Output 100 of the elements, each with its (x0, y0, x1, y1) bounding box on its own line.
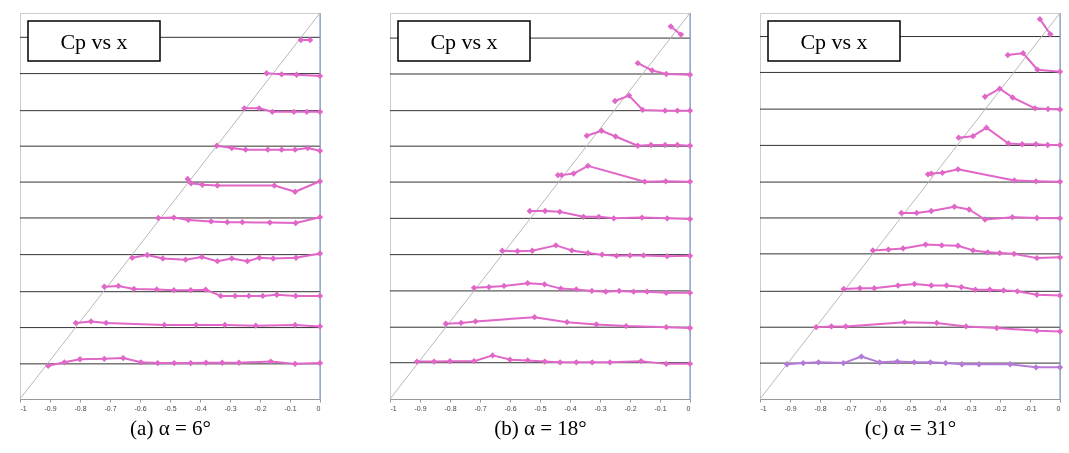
point (278, 71, 285, 78)
point (101, 355, 108, 363)
point (842, 323, 849, 330)
point (556, 359, 564, 366)
point (235, 359, 243, 366)
point (144, 251, 151, 259)
point (198, 253, 205, 261)
point (1005, 140, 1012, 147)
point (933, 319, 940, 327)
point (1034, 66, 1041, 73)
point (219, 359, 226, 366)
point (634, 60, 641, 67)
point (72, 319, 79, 327)
point (213, 142, 220, 149)
point (643, 288, 651, 295)
point (674, 107, 681, 114)
x-axis-title: (b) α = 18° (494, 415, 587, 440)
point (1009, 214, 1016, 221)
point (1007, 361, 1014, 368)
point (1047, 31, 1054, 38)
point (270, 255, 277, 262)
point (894, 282, 902, 289)
point (588, 287, 596, 295)
point (954, 166, 962, 173)
point (589, 359, 596, 366)
point (552, 242, 560, 249)
point (613, 252, 620, 259)
point (606, 359, 614, 366)
point (625, 92, 633, 99)
point (170, 214, 178, 221)
point (955, 134, 962, 141)
point (76, 356, 84, 363)
point (986, 286, 993, 293)
point (983, 124, 990, 131)
point (840, 285, 847, 293)
point (1011, 177, 1018, 184)
point (263, 70, 270, 77)
point (316, 359, 324, 367)
point (969, 247, 977, 254)
point (316, 250, 324, 257)
point (783, 361, 791, 368)
point (871, 285, 878, 292)
point (911, 280, 918, 288)
point (686, 107, 694, 114)
point (612, 133, 619, 140)
point (292, 292, 299, 300)
point (442, 320, 449, 327)
point (661, 107, 669, 114)
point (638, 214, 646, 221)
point (489, 352, 496, 359)
point (271, 182, 278, 189)
point (686, 215, 694, 223)
point (264, 146, 271, 153)
point (558, 171, 565, 179)
point (470, 284, 478, 291)
point (485, 283, 493, 291)
point (291, 360, 299, 368)
point (595, 213, 602, 220)
point (472, 318, 479, 325)
x-axis-title: (c) α = 31° (864, 415, 957, 440)
point (1056, 254, 1064, 261)
point (630, 288, 637, 295)
point (928, 282, 935, 289)
point (911, 359, 918, 366)
x-axis-title: (a) α = 6° (130, 415, 211, 440)
point (1056, 178, 1064, 185)
point (514, 248, 521, 255)
point (898, 209, 905, 217)
point (686, 324, 694, 332)
point (1056, 364, 1064, 371)
point (610, 215, 617, 222)
point (969, 132, 977, 140)
point (541, 281, 548, 288)
point (602, 288, 609, 295)
point (686, 142, 694, 149)
point (259, 292, 266, 300)
point (1009, 94, 1016, 101)
point (291, 146, 299, 153)
point (640, 252, 647, 259)
point (993, 324, 1000, 332)
point (1056, 215, 1064, 222)
point (187, 359, 194, 367)
point (639, 106, 646, 114)
point (927, 359, 934, 366)
point (524, 280, 531, 287)
point (531, 314, 538, 321)
point (430, 358, 438, 365)
point (1033, 327, 1041, 334)
point (252, 322, 259, 329)
point (199, 181, 206, 188)
point (894, 358, 901, 365)
point (120, 354, 127, 362)
point (634, 142, 641, 149)
point (115, 282, 122, 290)
point (965, 206, 973, 213)
point (568, 247, 575, 254)
point (155, 214, 162, 222)
point (292, 254, 300, 261)
point (1044, 105, 1052, 113)
point (943, 282, 950, 289)
